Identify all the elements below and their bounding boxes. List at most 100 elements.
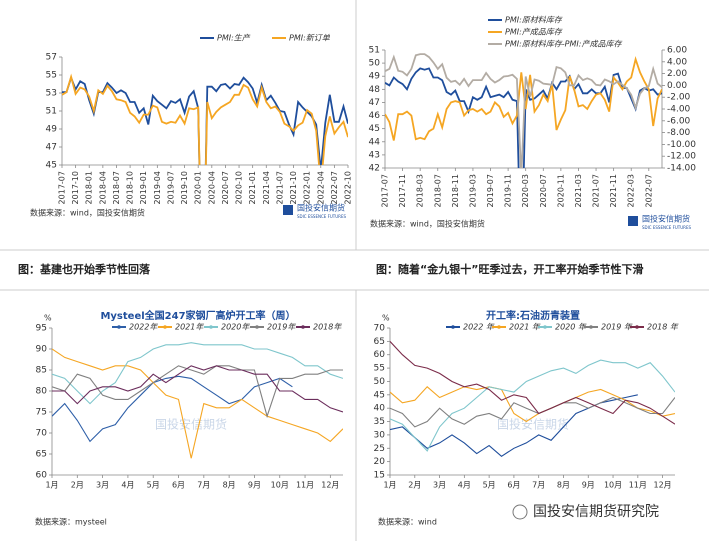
x-tick-label: 2019-07 <box>486 174 495 207</box>
logo-icon <box>628 216 638 226</box>
y2-tick-label: -12.00 <box>667 152 696 162</box>
legend-label: PMI:原材料库存 <box>505 16 563 25</box>
legend-label: 2019年 <box>267 323 296 332</box>
x-tick-label: 7月 <box>197 481 210 490</box>
source-note: 数据来源：wind <box>378 517 437 527</box>
x-tick-label: 2020-10 <box>235 171 244 204</box>
x-tick-label: 11月 <box>296 481 314 490</box>
y2-tick-label: -2.00 <box>667 93 691 103</box>
x-tick-label: 5月 <box>483 481 496 490</box>
x-tick-label: 2019-01 <box>139 171 148 204</box>
source-note: 数据来源：wind，国投安信期货 <box>30 208 145 218</box>
x-tick-label: 2020-01 <box>194 171 203 204</box>
y-tick-label: 40 <box>374 404 386 414</box>
logo-name: 国投安信期货 <box>642 214 690 224</box>
logo-sub: SDIC ESSENCE FUTURES <box>297 214 346 219</box>
source-note: 数据来源：wind，国投安信期货 <box>370 219 485 229</box>
legend-dot <box>635 325 639 329</box>
y-tick-label: 85 <box>36 366 47 376</box>
legend-dot <box>589 325 593 329</box>
legend-label: 2018 年 <box>647 323 679 332</box>
x-tick-label: 6月 <box>172 481 185 490</box>
x-tick-label: 2020-07 <box>221 171 230 204</box>
x-tick-label: 1月 <box>45 481 58 490</box>
logo-icon <box>283 205 293 215</box>
x-tick-label: 12月 <box>321 481 339 490</box>
legend-label: PMI:生产 <box>217 34 251 43</box>
x-tick-label: 8月 <box>223 481 236 490</box>
y-tick-label: 57 <box>46 53 57 63</box>
y-tick-label: 20 <box>374 457 386 467</box>
x-tick-label: 2021-03 <box>574 174 583 207</box>
legend-label: 2021年 <box>175 323 204 332</box>
x-tick-label: 2020-04 <box>207 171 216 204</box>
x-tick-label: 2022-10 <box>344 171 353 204</box>
y-tick-label: 44 <box>369 137 381 147</box>
y-tick-label: 51 <box>369 46 380 56</box>
series-line <box>385 55 662 141</box>
y-tick-label: 49 <box>46 125 58 135</box>
series-line <box>390 396 675 428</box>
wechat-icon <box>512 504 528 520</box>
x-tick-label: 12月 <box>654 481 672 490</box>
x-tick-label: 2021-07 <box>592 174 601 207</box>
x-tick-label: 4月 <box>121 481 134 490</box>
legend-label: PMI:产成品库存 <box>505 28 563 37</box>
y-tick-label: 50 <box>369 59 381 69</box>
y2-tick-label: -4.00 <box>667 105 691 115</box>
series-line <box>62 73 348 165</box>
x-tick-label: 2018-10 <box>126 171 135 204</box>
y-tick-label: 45 <box>46 161 57 171</box>
logo: 国投安信期货 SDIC ESSENCE FUTURES <box>283 203 346 219</box>
y-tick-label: 65 <box>36 450 47 460</box>
x-tick-label: 7月 <box>532 481 545 490</box>
y2-tick-label: -14.00 <box>667 164 696 174</box>
legend-label: PMI:原材料库存-PMI:产成品库存 <box>505 40 622 49</box>
y-tick-label: 95 <box>36 324 47 334</box>
legend-dot <box>451 325 455 329</box>
series-line <box>385 53 662 168</box>
x-tick-label: 2018-07 <box>112 171 121 204</box>
legend-label: 2022年 <box>129 323 158 332</box>
y-tick-label: 47 <box>46 143 57 153</box>
y-tick-label: 60 <box>374 350 386 360</box>
legend-dot <box>301 325 305 329</box>
series-line <box>62 74 348 165</box>
legend-dot <box>543 325 547 329</box>
x-tick-label: 2019-04 <box>153 171 162 204</box>
x-tick-label: 2018-07 <box>433 174 442 207</box>
legend-label: 2019 年 <box>601 323 633 332</box>
watermark: 国投安信期货研究院 <box>533 503 659 520</box>
source-note: 数据来源：mysteel <box>35 517 107 527</box>
plot-watermark: 国投安信期货 <box>155 417 227 432</box>
y-tick-label: 48 <box>369 85 381 95</box>
series-line <box>390 359 675 452</box>
y-tick-label: 70 <box>374 324 386 334</box>
y-tick-label: 49 <box>369 72 381 82</box>
y2-tick-label: -6.00 <box>667 116 691 126</box>
y-tick-label: 53 <box>46 89 57 99</box>
caption: 图：基建也开始季节性回落 <box>18 262 151 276</box>
x-tick-label: 9月 <box>248 481 261 490</box>
y-tick-label: 35 <box>374 417 385 427</box>
x-tick-label: 2018-01 <box>85 171 94 204</box>
y2-tick-label: -8.00 <box>667 128 691 138</box>
y-tick-label: 45 <box>369 124 380 134</box>
x-tick-label: 2017-10 <box>71 171 80 204</box>
legend-label: 2021 年 <box>509 323 541 332</box>
y2-tick-label: 4.00 <box>667 57 687 67</box>
legend-label: PMI:新订单 <box>289 34 331 43</box>
logo: 国投安信期货 SDIC ESSENCE FUTURES <box>628 214 691 230</box>
x-tick-label: 2018-11 <box>451 174 460 207</box>
x-tick-label: 10月 <box>271 481 289 490</box>
x-tick-label: 2020-07 <box>539 174 548 207</box>
x-tick-label: 2019-07 <box>166 171 175 204</box>
x-tick-label: 2019-03 <box>468 174 477 207</box>
series-line <box>385 67 662 168</box>
x-tick-label: 2017-07 <box>58 171 67 204</box>
series-line <box>52 365 343 419</box>
chart-title: Mysteel全国247家钢厂高炉开工率（周） <box>100 309 295 322</box>
y-tick-label: 70 <box>36 429 48 439</box>
plot-watermark: 国投安信期货 <box>497 417 569 432</box>
x-tick-label: 2月 <box>71 481 84 490</box>
